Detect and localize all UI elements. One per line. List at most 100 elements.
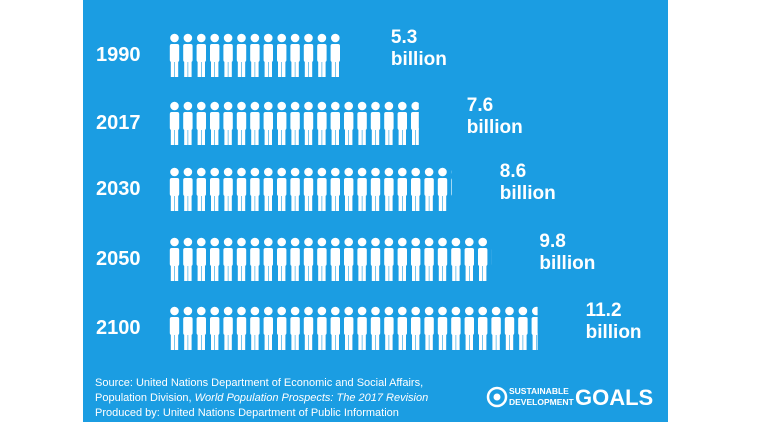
person-leg (201, 60, 205, 77)
person-body (236, 317, 247, 335)
person-head (398, 237, 407, 247)
person-leg (536, 333, 538, 350)
person-leg (228, 60, 232, 77)
person-leg (184, 60, 188, 77)
person-head (384, 167, 394, 177)
person-icon (236, 237, 247, 281)
person-body (370, 178, 381, 196)
person-leg (335, 264, 339, 281)
person-body (411, 248, 421, 266)
person-head (223, 33, 233, 43)
person-leg (375, 333, 380, 350)
person-leg (215, 333, 219, 350)
person-leg (371, 264, 376, 281)
person-body (478, 317, 488, 335)
person-icon (277, 306, 287, 350)
person-body (169, 44, 180, 62)
person-leg (255, 194, 259, 211)
person-body (357, 178, 367, 196)
person-leg (456, 333, 460, 350)
person-icon (196, 167, 206, 211)
person-icon (357, 101, 367, 145)
person-icon (464, 237, 474, 281)
person-head (197, 101, 206, 111)
person-body (290, 112, 300, 130)
person-icon (344, 237, 354, 281)
person-head (491, 306, 501, 316)
person-head (277, 167, 287, 177)
person-leg (322, 128, 326, 145)
person-head (170, 167, 179, 177)
person-leg (308, 60, 313, 77)
person-leg (268, 128, 272, 145)
person-leg (224, 60, 228, 77)
person-leg (211, 194, 215, 211)
person-icon (303, 237, 314, 281)
person-body (196, 178, 206, 196)
person-head (290, 167, 300, 177)
person-body (277, 317, 287, 335)
person-head (331, 306, 340, 316)
person-leg (532, 333, 536, 350)
person-leg (345, 194, 349, 211)
person-icon (250, 167, 260, 211)
person-leg (264, 194, 268, 211)
person-body (478, 248, 488, 266)
person-head (304, 237, 313, 247)
value-label: 5.3 billion (391, 27, 447, 70)
person-leg (215, 264, 219, 281)
person-icon (370, 237, 381, 281)
person-leg (425, 194, 429, 211)
person-leg (345, 128, 349, 145)
person-leg (402, 194, 406, 211)
person-head (438, 237, 447, 247)
person-body (169, 112, 180, 130)
person-head (264, 237, 273, 247)
person-body (437, 317, 448, 335)
person-body (169, 248, 180, 266)
person-leg (345, 264, 349, 281)
person-leg (349, 264, 353, 281)
person-head (451, 237, 461, 247)
person-leg (170, 333, 175, 350)
value-label: 9.8 billion (539, 231, 596, 274)
person-leg (282, 60, 286, 77)
person-leg (295, 60, 299, 77)
person-icon (263, 167, 273, 211)
person-body (303, 248, 314, 266)
person-leg (412, 194, 416, 211)
person-leg (282, 194, 286, 211)
person-icon (263, 33, 273, 77)
person-leg (375, 128, 380, 145)
person-leg (349, 333, 353, 350)
person-icon (451, 170, 452, 196)
person-icon (397, 306, 407, 350)
person-leg (322, 194, 326, 211)
person-body (344, 178, 354, 196)
person-leg (295, 333, 299, 350)
person-head (223, 167, 233, 177)
person-leg (251, 194, 255, 211)
person-body (223, 112, 233, 130)
person-head (344, 167, 354, 177)
value-label-text: 8.6 billion (499, 161, 556, 204)
value-label-text: 7.6 billion (466, 95, 523, 138)
person-leg (224, 333, 228, 350)
person-leg (398, 333, 402, 350)
value-label-text: 11.2 billion (585, 300, 642, 343)
person-leg (295, 194, 299, 211)
person-body (464, 317, 474, 335)
person-leg (402, 333, 406, 350)
person-leg (241, 264, 246, 281)
person-leg (174, 264, 179, 281)
person-body (384, 178, 394, 196)
value-label-text: 9.8 billion (539, 231, 596, 274)
person-body (183, 317, 193, 335)
person-body (250, 112, 260, 130)
person-head (384, 237, 394, 247)
person-leg (295, 128, 299, 145)
person-icon (437, 306, 448, 350)
person-body (411, 317, 421, 335)
person-leg (251, 128, 255, 145)
